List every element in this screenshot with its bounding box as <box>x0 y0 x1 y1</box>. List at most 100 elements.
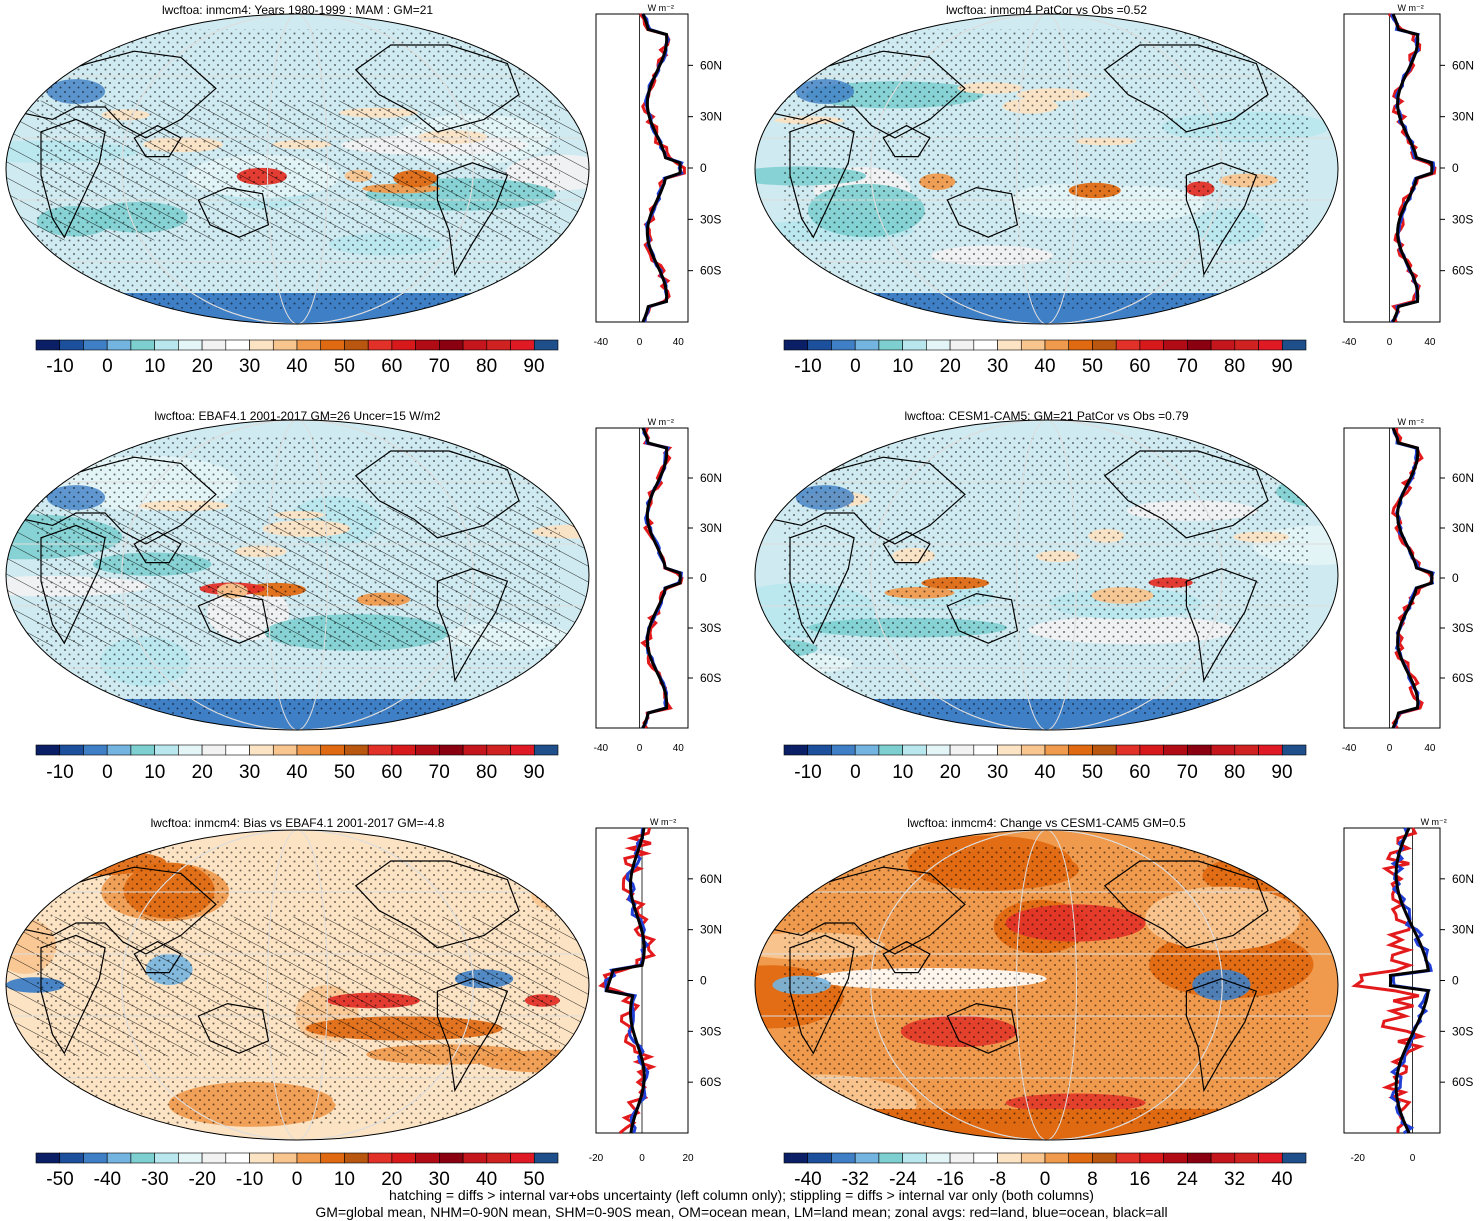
colorbar-swatch <box>1044 339 1070 351</box>
zonal-ytick-label: 60S <box>700 1075 721 1089</box>
colorbar-label: 50 <box>1082 762 1103 783</box>
zonal-xtick-label: -20 <box>589 1153 604 1164</box>
coastline <box>1103 450 1269 539</box>
graticule-meridian <box>870 830 1223 1140</box>
coastline <box>506 844 561 881</box>
colorbar-swatch <box>462 744 488 756</box>
colorbar-label: 90 <box>523 356 544 377</box>
colorbar-swatch <box>486 1152 511 1164</box>
colorbar-label: -10 <box>236 1169 263 1190</box>
colorbar-label: 80 <box>476 762 497 783</box>
colorbar-swatch <box>1281 1152 1307 1164</box>
graticule-meridian <box>1016 14 1077 324</box>
colorbar-label: 32 <box>1224 1169 1245 1190</box>
colorbar-swatch <box>1187 1152 1212 1164</box>
panel-bias: lwcftoa: inmcm4: Bias vs EBAF4.1 2001-20… <box>5 816 722 1190</box>
zonal-ytick-label: 60N <box>1452 872 1474 886</box>
colorbar-swatch <box>462 1152 488 1164</box>
zonal-mean-panel: W m⁻² 60N 30N 0 30S 60S -40 0 40 <box>1342 417 1474 754</box>
zonal-frame <box>1343 13 1441 323</box>
colorbar-label: 90 <box>1271 356 1292 377</box>
coastline <box>882 124 931 158</box>
colorbar: -10 0 10 20 30 40 50 60 70 80 90 <box>35 744 559 783</box>
colorbar-swatch <box>1234 744 1259 756</box>
colorbar-swatch <box>807 744 832 756</box>
colorbar-label: 60 <box>1129 356 1150 377</box>
colorbar-label: -50 <box>46 1169 73 1190</box>
zonal-xtick-label: 20 <box>682 1153 694 1164</box>
zonal-unit: W m⁻² <box>650 817 676 827</box>
colorbar-label: 30 <box>987 356 1008 377</box>
colorbar-swatch <box>344 1152 369 1164</box>
colorbar-label: 40 <box>1271 1169 1292 1190</box>
colorbar-swatch <box>926 1152 951 1164</box>
colorbar-label: 10 <box>892 762 913 783</box>
colorbar-swatch <box>59 744 84 756</box>
panel-title: lwcftoa: inmcm4: Years 1980-1999 : MAM :… <box>162 3 433 17</box>
colorbar-label: -10 <box>794 356 821 377</box>
zonal-ytick-label: 60S <box>1452 1075 1473 1089</box>
zonal-xtick-label: 40 <box>1424 743 1436 754</box>
colorbar-swatch <box>83 339 108 351</box>
zonal-ytick-label: 30N <box>700 521 722 535</box>
colorbar-label: 10 <box>144 356 165 377</box>
colorbar-swatch <box>154 1152 179 1164</box>
zonal-xtick-label: 0 <box>637 743 643 754</box>
colorbar-swatch <box>83 744 108 756</box>
zonal-ytick-label: 60S <box>700 671 721 685</box>
colorbar-swatch <box>1115 1152 1141 1164</box>
map-field <box>755 14 1338 324</box>
colorbar-swatch <box>344 339 369 351</box>
colorbar-swatch <box>1068 339 1093 351</box>
coastline <box>22 50 217 139</box>
colorbar-swatch <box>973 744 998 756</box>
colorbar-swatch <box>344 744 369 756</box>
colorbar-label: -40 <box>94 1169 121 1190</box>
colorbar-label: 20 <box>940 762 961 783</box>
colorbar-label: 8 <box>1087 1169 1098 1190</box>
colorbar-label: 80 <box>1224 356 1245 377</box>
zonal-ytick-label: 30S <box>1452 621 1473 635</box>
coastline <box>771 866 966 955</box>
colorbar-swatch <box>415 744 440 756</box>
colorbar-label: 30 <box>987 762 1008 783</box>
zonal-xtick-label: 40 <box>673 337 685 348</box>
coastline <box>40 118 106 239</box>
colorbar-swatch <box>320 1152 345 1164</box>
zonal-xtick-label: 40 <box>673 743 685 754</box>
graticule-meridian <box>121 830 474 1140</box>
colorbar-label: -8 <box>989 1169 1006 1190</box>
colorbar-swatch <box>1044 1152 1070 1164</box>
colorbar-swatch <box>462 339 488 351</box>
colorbar-swatch <box>225 1152 250 1164</box>
colorbar-swatch <box>949 744 975 756</box>
zonal-ytick-label: 30S <box>1452 212 1473 226</box>
colorbar-label: 30 <box>429 1169 450 1190</box>
colorbar-label: 0 <box>850 356 861 377</box>
zonal-ytick-label: 30N <box>1452 521 1474 535</box>
colorbar-swatch <box>1258 339 1283 351</box>
stippling <box>784 435 1309 715</box>
coastline <box>197 186 270 238</box>
colorbar-label: 30 <box>239 356 260 377</box>
coastline <box>1185 568 1258 683</box>
colorbar-swatch <box>1092 744 1117 756</box>
coastline <box>354 450 520 539</box>
colorbar-swatch <box>973 1152 998 1164</box>
zonal-xtick-label: 0 <box>1410 1153 1416 1164</box>
coastline <box>1185 162 1258 277</box>
coastline <box>1103 44 1269 133</box>
zonal-ytick-label: 30N <box>1452 110 1474 124</box>
hatching <box>6 506 589 647</box>
colorbar-swatch <box>949 339 975 351</box>
zonal-mean-panel: W m⁻² 60N 30N 0 30S 60S -40 0 40 <box>594 3 722 348</box>
zonal-unit: W m⁻² <box>1421 817 1447 827</box>
colorbar-swatch <box>807 1152 832 1164</box>
colorbar-swatch <box>1139 339 1164 351</box>
colorbar-label: -20 <box>188 1169 215 1190</box>
colorbar-swatch <box>949 1152 975 1164</box>
zonal-ytick-label: 60N <box>700 471 722 485</box>
zonal-mean-panel: W m⁻² 60N 30N 0 30S 60S -20 0 20 <box>589 817 722 1164</box>
colorbar-swatch <box>178 339 203 351</box>
graticule-meridian <box>121 420 474 730</box>
